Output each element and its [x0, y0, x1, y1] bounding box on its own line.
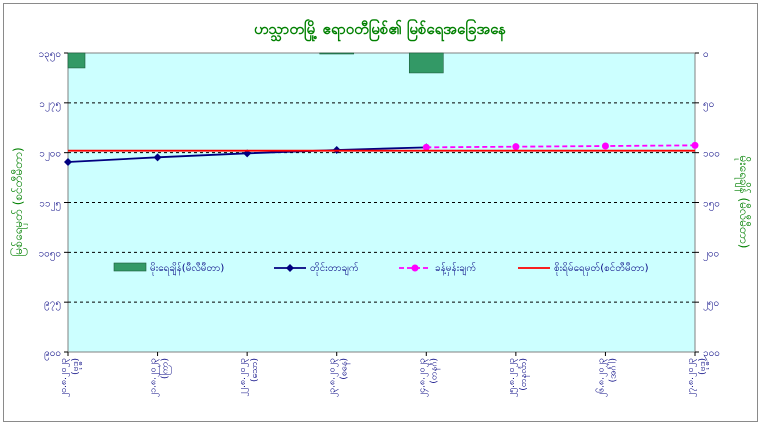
- x-tick-label: ၂၇.၈.၂၀၂၃ (ဗုဒ္ဓ): [686, 358, 709, 397]
- x-tick-label: ၂၄.၈.၂၀၂၃ (တနင်္ဂ): [417, 358, 440, 397]
- y-tick-label: ၉၀၀: [44, 348, 61, 361]
- y2-tick-label: ၁၀၀: [703, 149, 720, 160]
- y-tick-label: ၉၇၅: [44, 298, 61, 311]
- y-tick-label: ၁၃၅၀: [39, 49, 62, 62]
- chart-title: ဟသ္သာတမြို့ ဧရာဝတီမြစ်၏ မြစ်ရေအခြေအနေ: [254, 18, 506, 42]
- x-tick-day: (ကြာ): [159, 358, 172, 379]
- x-tick-day: (တနင်္လာ): [518, 358, 530, 391]
- y2-tick-label: ၀: [703, 49, 709, 60]
- x-tick-label: ၂၂.၈.၂၀၂၃ (သော): [238, 358, 260, 397]
- legend: မိုးရေချိန်(မီလီမီတာ) တိုင်းတာချက် ခန့်မှန…: [113, 261, 649, 276]
- x-tick-date: ၂၂.၈.၂၀၂၃: [238, 358, 249, 397]
- x-tick-date: ၂၄.၈.၂၀၂၃: [417, 358, 428, 397]
- legend-marker: [286, 264, 294, 272]
- x-tick-day: (ဗုဒ္ဓ): [71, 358, 82, 375]
- data-point: [601, 142, 609, 150]
- x-tick-date: ၂၇.၈.၂၀၂၃: [686, 358, 697, 397]
- y2-tick-label: ၁၅၀: [703, 199, 720, 212]
- chart-svg: ဟသ္သာတမြို့ ဧရာဝတီမြစ်၏ မြစ်ရေအခြေအနေ ၉၀…: [9, 18, 752, 397]
- x-tick-day: (သော): [250, 358, 260, 382]
- y2-tick-label: ၅၀: [703, 99, 714, 112]
- x-tick-date: ၂၀.၈.၂၀၂၃: [59, 358, 70, 397]
- legend-swatch: [113, 262, 147, 272]
- y-tick-label: ၁၁၂၅: [39, 199, 61, 212]
- rain-bar: [67, 52, 86, 69]
- x-tick-day: (တနင်္ဂ): [428, 358, 440, 384]
- y-tick-label: ၁၂၇၅: [39, 99, 61, 112]
- y2-axis-title: မိုးရေချိန် (မီလီမီတာ): [734, 156, 752, 249]
- x-tick-label: ၂၃.၈.၂၀၂၃ (စနေ): [328, 358, 351, 397]
- data-point: [64, 157, 72, 166]
- y-tick-label: ၁၀၅၀: [39, 248, 62, 261]
- x-tick-date: ၂၆.၈.၂၀၂၃: [595, 358, 607, 397]
- x-tick-label: ၂၁.၈.၂၀၂၃ (ကြာ): [149, 358, 172, 397]
- x-tick-date: ၂၁.၈.၂၀၂၃: [149, 358, 160, 397]
- legend-label: စိုးရိမ်ရေမှတ်(စင်တီမီတာ): [554, 261, 649, 276]
- x-tick-date: ၂၅.၈.၂၀၂၃: [507, 358, 518, 397]
- gridlines: [68, 102, 695, 303]
- data-point: [691, 141, 699, 149]
- x-tick-day: (အင်္ဂါ): [607, 358, 618, 382]
- y-axis-left: ၉၀၀ ၉၇၅ ၁၀၅၀ ၁၁၂၅ ၁၂၀၀ ၁၂၇၅ ၁၃၅၀: [39, 49, 68, 361]
- legend-label: မိုးရေချိန်(မီလီမီတာ): [150, 261, 224, 276]
- y2-tick-label: ၃၀၀: [703, 348, 720, 361]
- legend-label: တိုင်းတာချက်: [310, 261, 359, 276]
- x-tick-day: (စနေ): [340, 358, 351, 380]
- y-tick-label: ၁၂၀၀: [39, 149, 61, 162]
- y-axis-title: မြစ်ရေမှတ် (စင်တီမီတာ): [9, 147, 28, 256]
- series-line: [426, 144, 696, 149]
- x-tick-label: ၂၀.၈.၂၀၂၃ (ဗုဒ္ဓ): [59, 358, 82, 397]
- x-tick-day: (ဗုဒ္ဓ): [698, 358, 709, 375]
- chart-frame: ဟသ္သာတမြို့ ဧရာဝတီမြစ်၏ မြစ်ရေအခြေအနေ ၉၀…: [3, 3, 758, 422]
- x-tick-label: ၂၅.၈.၂၀၂၃ (တနင်္လာ): [507, 358, 530, 397]
- y2-tick-label: ၂၀၀: [703, 248, 719, 261]
- legend-marker: [411, 264, 419, 272]
- legend-label: ခန့်မှန်းချက်: [435, 261, 476, 276]
- data-point: [422, 143, 430, 151]
- rain-bars: [67, 52, 444, 74]
- x-axis: ၂၀.၈.၂၀၂၃ (ဗုဒ္ဓ) ၂၁.၈.၂၀၂၃ (ကြာ) ၂၂.၈.၂၀၂၃(…: [59, 352, 709, 397]
- x-tick-label: ၂၆.၈.၂၀၂၃ (အင်္ဂါ): [595, 358, 618, 397]
- y2-tick-label: ၂၅၀: [703, 298, 719, 311]
- data-point: [153, 153, 162, 162]
- rain-bar: [319, 52, 355, 55]
- data-point: [512, 143, 520, 151]
- series-lines: [64, 141, 699, 166]
- x-tick-date: ၂၃.၈.၂၀၂၃: [328, 358, 339, 397]
- rain-bar: [408, 52, 444, 74]
